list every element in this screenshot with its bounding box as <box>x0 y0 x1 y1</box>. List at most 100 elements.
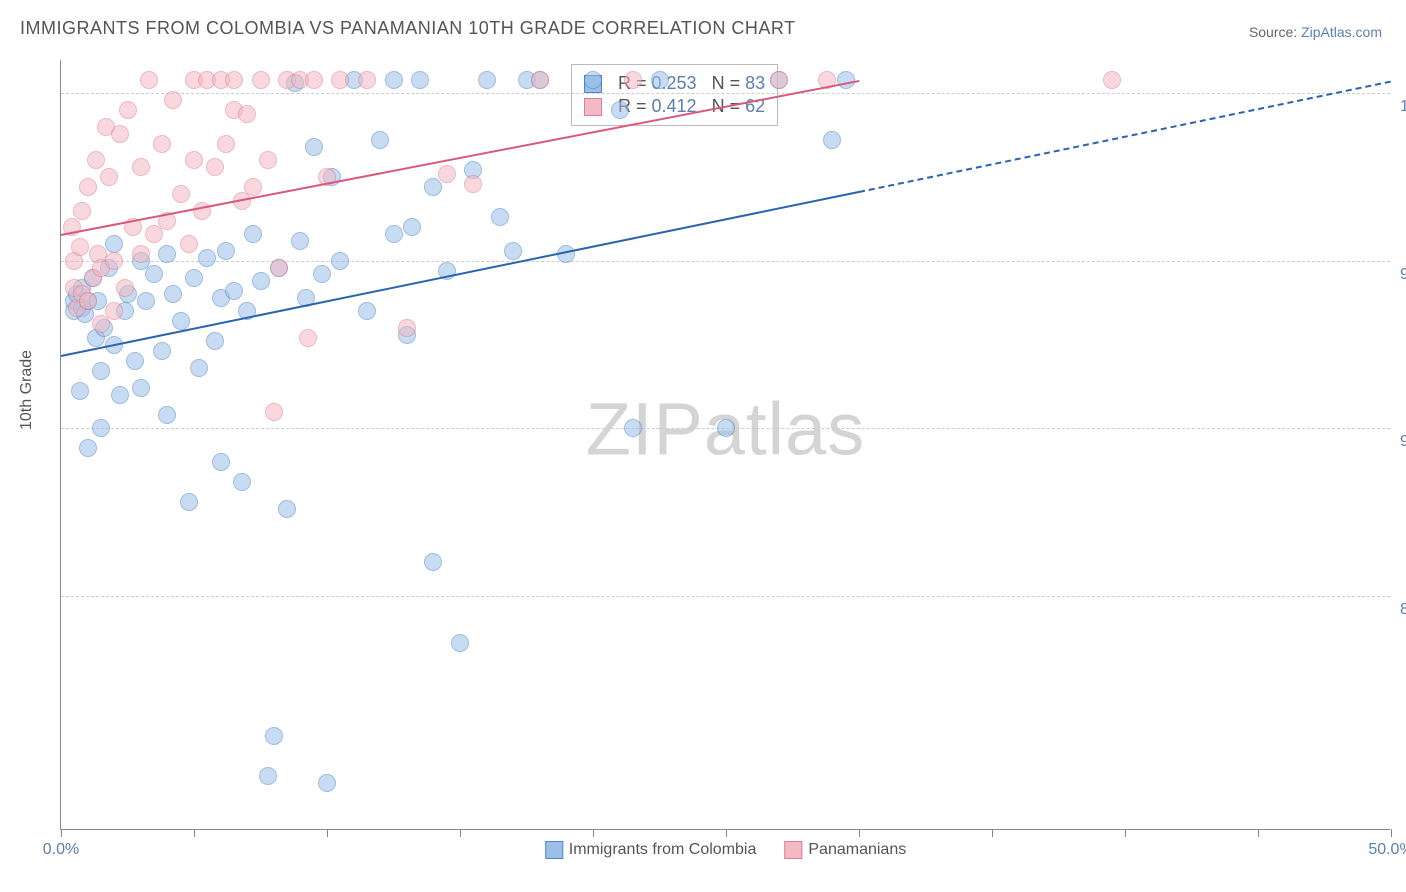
data-point <box>225 71 243 89</box>
data-point <box>478 71 496 89</box>
data-point <box>158 245 176 263</box>
data-point <box>305 138 323 156</box>
data-point <box>371 131 389 149</box>
x-tick-label: 50.0% <box>1368 841 1406 859</box>
data-point <box>79 439 97 457</box>
x-tick <box>1258 829 1259 837</box>
data-point <box>252 71 270 89</box>
data-point <box>259 151 277 169</box>
legend-label: Panamanians <box>808 841 906 858</box>
data-point <box>105 302 123 320</box>
data-point <box>164 285 182 303</box>
legend-swatch <box>784 841 802 859</box>
data-point <box>717 419 735 437</box>
data-point <box>185 269 203 287</box>
data-point <box>111 386 129 404</box>
source-label: Source: <box>1249 24 1301 40</box>
x-tick <box>593 829 594 837</box>
data-point <box>584 71 602 89</box>
x-tick <box>61 829 62 837</box>
data-point <box>79 292 97 310</box>
data-point <box>398 319 416 337</box>
data-point <box>217 135 235 153</box>
data-point <box>217 242 235 260</box>
data-point <box>291 232 309 250</box>
data-point <box>79 178 97 196</box>
data-point <box>119 101 137 119</box>
source-credit: Source: ZipAtlas.com <box>1249 24 1382 40</box>
y-tick-label: 90.0% <box>1400 433 1406 451</box>
data-point <box>1103 71 1121 89</box>
data-point <box>180 493 198 511</box>
data-point <box>164 91 182 109</box>
data-point <box>823 131 841 149</box>
data-point <box>190 359 208 377</box>
data-point <box>770 71 788 89</box>
data-point <box>132 158 150 176</box>
data-point <box>651 71 669 89</box>
data-point <box>172 312 190 330</box>
stats-row: R = 0.253 N = 83 <box>584 73 765 94</box>
data-point <box>180 235 198 253</box>
data-point <box>403 218 421 236</box>
data-point <box>244 225 262 243</box>
data-point <box>185 151 203 169</box>
chart-title: IMMIGRANTS FROM COLOMBIA VS PANAMANIAN 1… <box>20 18 796 39</box>
data-point <box>105 235 123 253</box>
x-tick <box>1391 829 1392 837</box>
data-point <box>71 238 89 256</box>
legend-item: Immigrants from Colombia <box>545 841 757 859</box>
x-tick <box>992 829 993 837</box>
data-point <box>424 553 442 571</box>
data-point <box>158 406 176 424</box>
x-tick <box>460 829 461 837</box>
data-point <box>358 302 376 320</box>
data-point <box>87 151 105 169</box>
data-point <box>385 71 403 89</box>
gridline <box>61 93 1390 94</box>
data-point <box>198 249 216 267</box>
data-point <box>145 265 163 283</box>
data-point <box>71 382 89 400</box>
x-tick <box>859 829 860 837</box>
data-point <box>313 265 331 283</box>
data-point <box>504 242 522 260</box>
data-point <box>153 135 171 153</box>
data-point <box>100 168 118 186</box>
data-point <box>92 362 110 380</box>
y-axis-label: 10th Grade <box>18 350 36 430</box>
y-tick-label: 100.0% <box>1400 98 1406 116</box>
data-point <box>244 178 262 196</box>
legend-label: Immigrants from Colombia <box>569 841 757 858</box>
legend-swatch <box>584 98 602 116</box>
data-point <box>624 419 642 437</box>
data-point <box>424 178 442 196</box>
regression-line <box>859 80 1391 192</box>
data-point <box>318 774 336 792</box>
data-point <box>73 202 91 220</box>
source-link[interactable]: ZipAtlas.com <box>1301 24 1382 40</box>
data-point <box>259 767 277 785</box>
data-point <box>411 71 429 89</box>
data-point <box>212 453 230 471</box>
data-point <box>265 403 283 421</box>
legend-item: Panamanians <box>784 841 906 859</box>
x-tick <box>1125 829 1126 837</box>
data-point <box>206 332 224 350</box>
data-point <box>137 292 155 310</box>
data-point <box>233 473 251 491</box>
data-point <box>385 225 403 243</box>
bottom-legend: Immigrants from Colombia Panamanians <box>545 841 906 859</box>
data-point <box>270 259 288 277</box>
scatter-plot-area: ZIPatlas R = 0.253 N = 83R = 0.412 N = 6… <box>60 60 1390 830</box>
data-point <box>105 252 123 270</box>
data-point <box>331 252 349 270</box>
data-point <box>172 185 190 203</box>
data-point <box>278 500 296 518</box>
gridline <box>61 596 1390 597</box>
data-point <box>837 71 855 89</box>
data-point <box>132 379 150 397</box>
data-point <box>299 329 317 347</box>
data-point <box>92 315 110 333</box>
data-point <box>225 282 243 300</box>
